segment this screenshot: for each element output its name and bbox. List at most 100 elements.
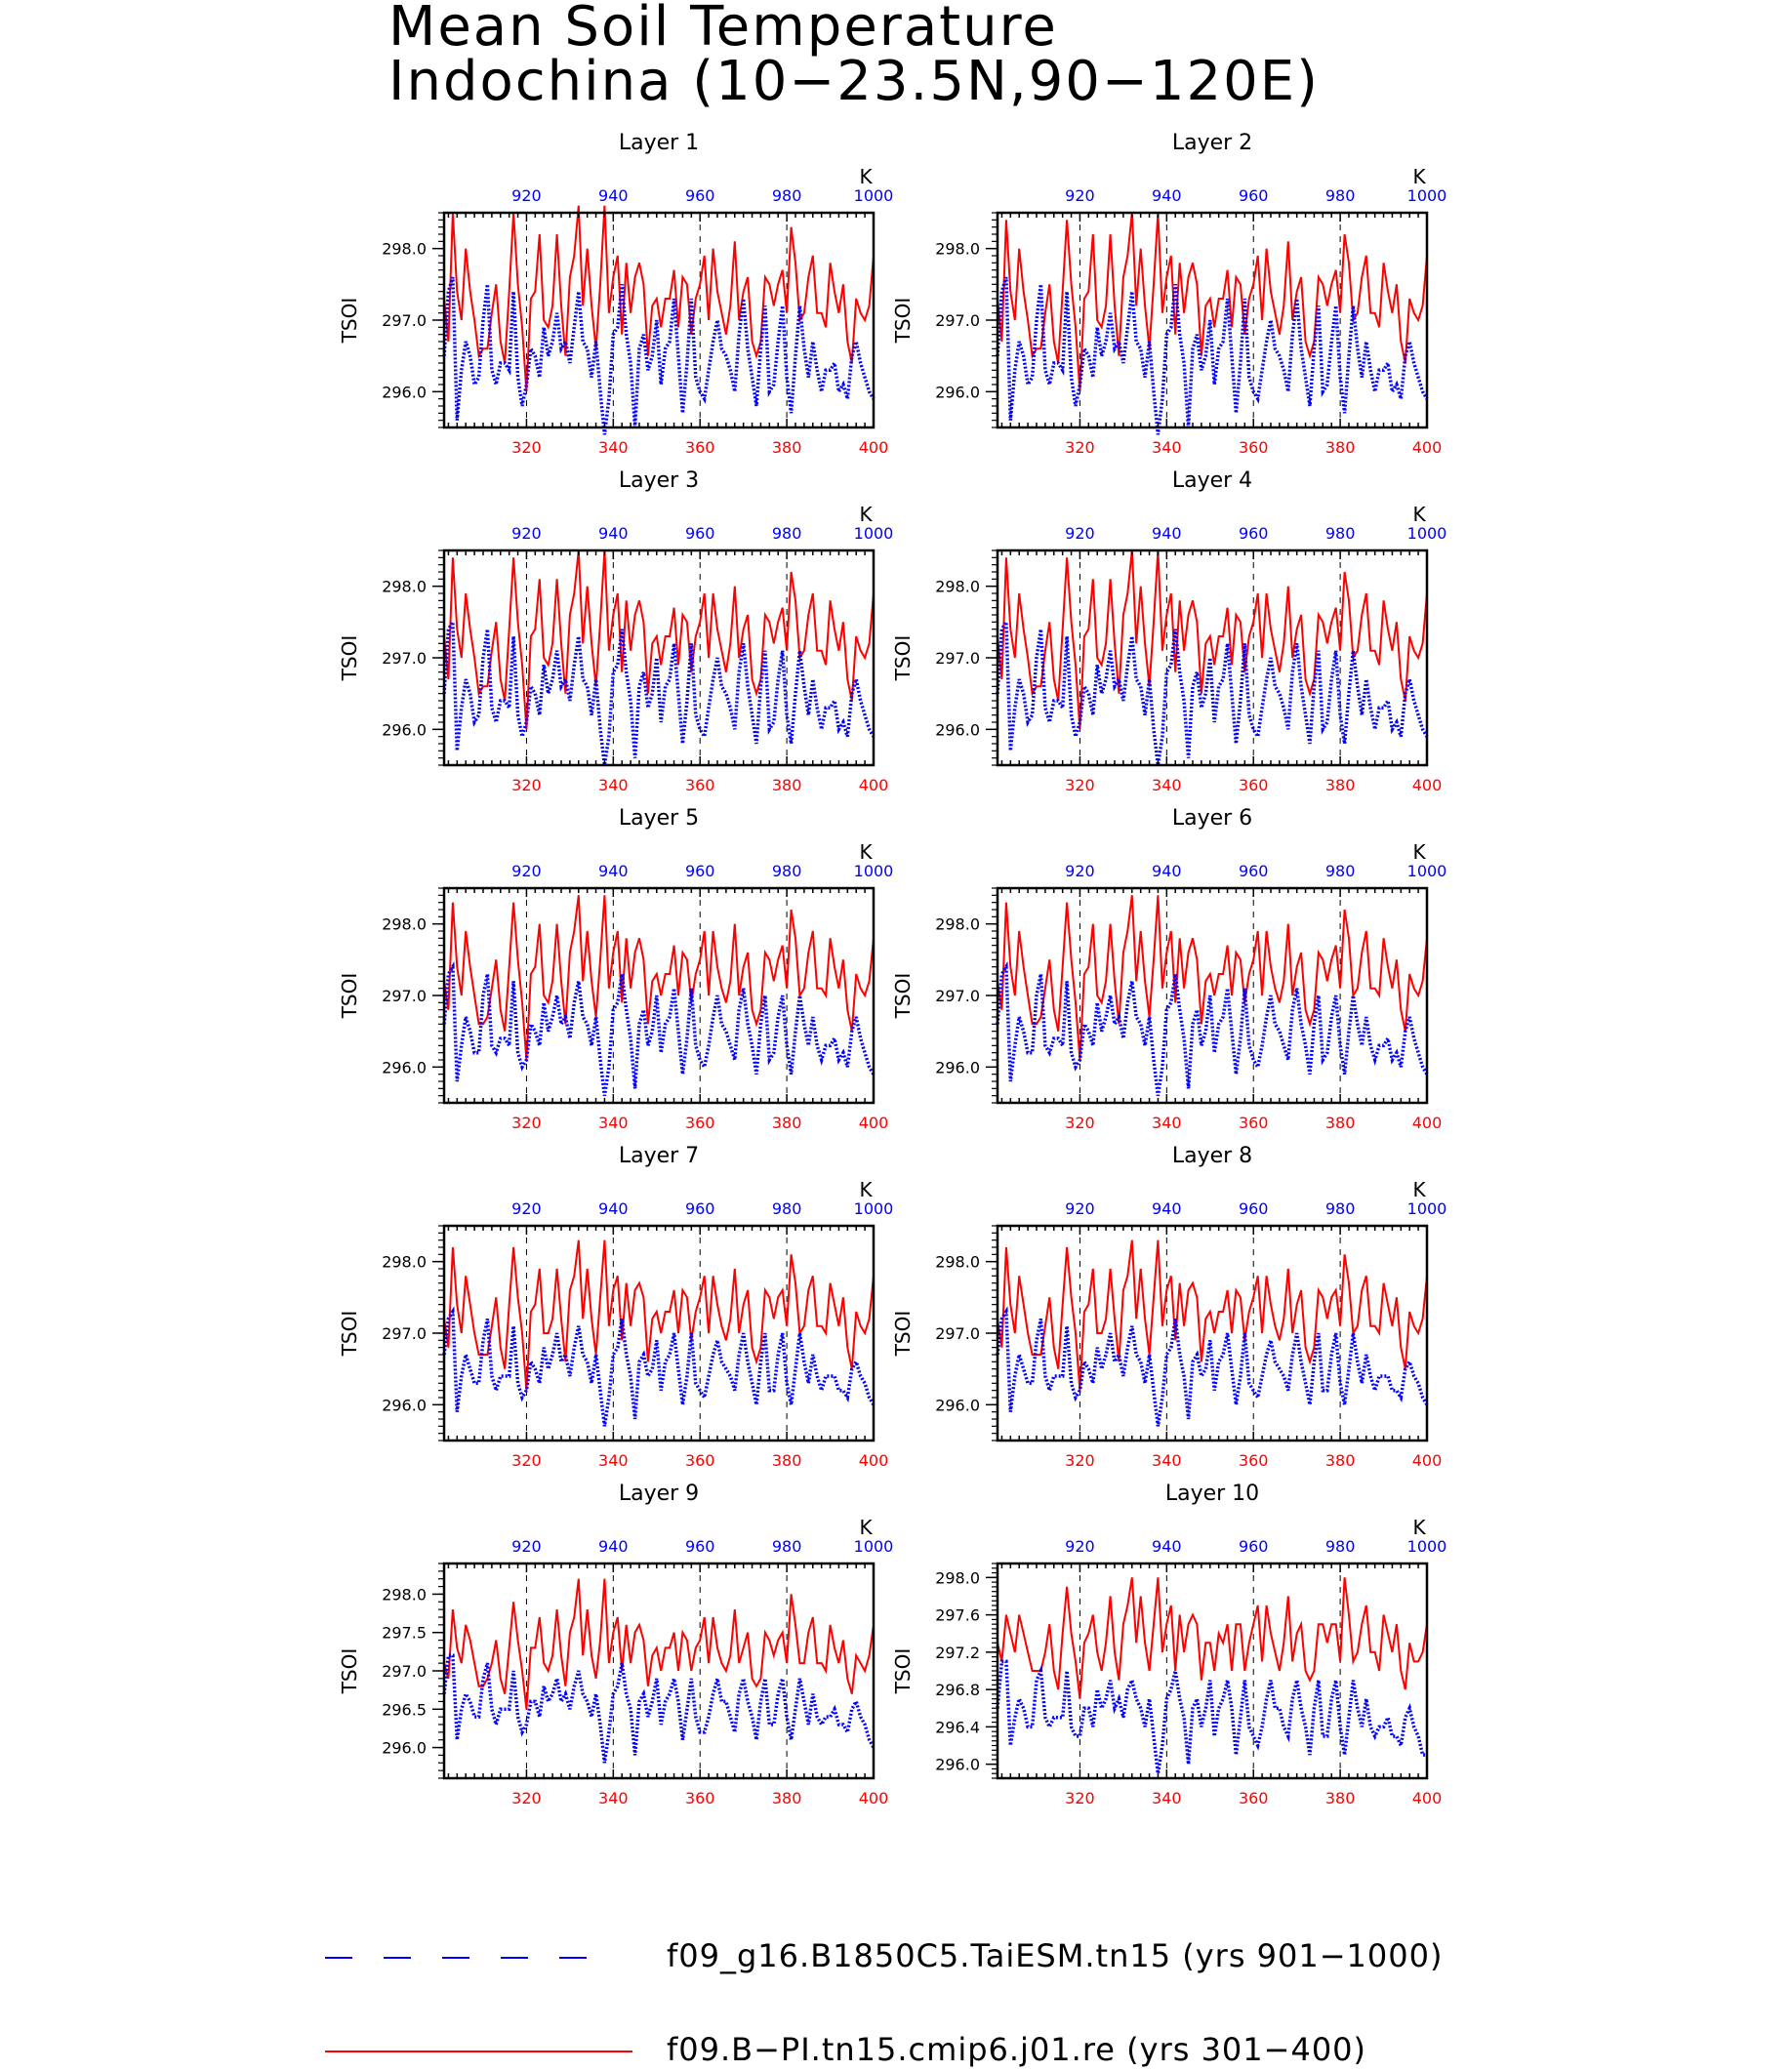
y-tick-label: 298.0 <box>935 1253 980 1272</box>
x-tick-label-top: 1000 <box>854 862 894 880</box>
x-tick-label-bottom: 340 <box>1152 438 1182 457</box>
y-tick-label: 298.0 <box>382 1585 427 1604</box>
x-tick-label-bottom: 320 <box>1065 776 1095 794</box>
x-tick-label-bottom: 320 <box>1065 1114 1095 1132</box>
x-tick-label-top: 920 <box>1065 1199 1095 1218</box>
y-axis-label: TSOI <box>891 1311 915 1358</box>
x-tick-label-bottom: 400 <box>1412 1789 1443 1807</box>
x-tick-label-bottom: 380 <box>772 1114 802 1132</box>
x-tick-label-top: 960 <box>685 1199 715 1218</box>
panel-10: Layer 10 320 340 360 380 400 920 940 960 980 1000K… <box>891 1482 1446 1807</box>
x-tick-label-bottom: 340 <box>1152 1451 1182 1470</box>
x-tick-label-bottom: 400 <box>859 438 889 457</box>
x-tick-label-top: 1000 <box>1407 1537 1447 1556</box>
y-tick-label: 297.6 <box>935 1606 980 1625</box>
x-tick-label-top: 920 <box>511 186 542 205</box>
x-tick-label-bottom: 360 <box>685 438 715 457</box>
x-tick-label-top: 1000 <box>854 1199 894 1218</box>
x-tick-label-top: 960 <box>1239 862 1269 880</box>
top-axis-unit: K <box>1412 840 1426 864</box>
series-red-line <box>997 1577 1428 1699</box>
x-tick-label-top: 940 <box>598 1199 629 1218</box>
y-tick-label: 296.0 <box>382 1739 427 1758</box>
x-tick-label-top: 920 <box>511 524 542 543</box>
x-tick-label-bottom: 380 <box>1325 1451 1356 1470</box>
y-tick-label: 296.0 <box>935 1396 980 1414</box>
series-blue-line <box>442 616 876 766</box>
title-line-1: Mean Soil Temperature <box>388 0 1058 59</box>
x-tick-label-bottom: 360 <box>685 1114 715 1132</box>
y-tick-label: 296.8 <box>935 1681 980 1699</box>
panel-title: Layer 7 <box>619 1144 699 1168</box>
x-tick-label-top: 1000 <box>1407 186 1447 205</box>
x-tick-label-bottom: 360 <box>1239 438 1269 457</box>
series-blue-line <box>996 276 1429 435</box>
x-tick-label-bottom: 360 <box>685 1789 715 1807</box>
y-tick-label: 298.0 <box>935 1568 980 1587</box>
plot-frame <box>996 548 1429 767</box>
series-blue-line <box>996 1306 1429 1427</box>
panel-title: Layer 5 <box>619 806 699 831</box>
panel-title: Layer 10 <box>1165 1482 1259 1506</box>
x-tick-label-top: 920 <box>1065 186 1095 205</box>
x-tick-label-bottom: 400 <box>859 776 889 794</box>
x-tick-label-top: 960 <box>1239 1199 1269 1218</box>
y-axis-label: TSOI <box>338 1311 361 1358</box>
series-blue-line <box>996 1659 1427 1774</box>
y-tick-label: 297.0 <box>935 1324 980 1343</box>
x-tick-label-top: 980 <box>772 524 802 543</box>
series-red-line <box>997 895 1428 1061</box>
series-red-line <box>443 205 875 392</box>
plot-frame <box>996 886 1429 1105</box>
x-tick-label-bottom: 320 <box>511 438 542 457</box>
panel-title: Layer 3 <box>619 468 699 493</box>
series-red-line <box>997 212 1428 392</box>
y-axis-label: TSOI <box>891 1648 915 1695</box>
x-tick-label-bottom: 380 <box>1325 776 1356 794</box>
series-red-line <box>997 549 1428 730</box>
x-tick-label-top: 980 <box>772 1537 802 1556</box>
x-tick-label-top: 980 <box>1325 524 1356 543</box>
x-tick-label-bottom: 320 <box>511 1789 542 1807</box>
y-tick-label: 298.0 <box>935 915 980 934</box>
x-tick-label-bottom: 320 <box>1065 438 1095 457</box>
x-tick-label-top: 960 <box>1239 186 1269 205</box>
y-tick-label: 297.0 <box>382 1662 427 1681</box>
y-tick-label: 298.0 <box>935 240 980 259</box>
series-red-line <box>443 1578 875 1710</box>
x-tick-label-top: 980 <box>772 1199 802 1218</box>
y-axis-label: TSOI <box>891 635 915 682</box>
x-tick-label-bottom: 380 <box>1325 1114 1356 1132</box>
y-tick-label: 296.0 <box>382 720 427 739</box>
x-tick-label-bottom: 360 <box>1239 1451 1269 1470</box>
y-axis-label: TSOI <box>338 635 361 682</box>
x-tick-label-bottom: 380 <box>772 776 802 794</box>
plot-frame <box>442 886 876 1105</box>
series-blue-line <box>996 616 1429 766</box>
y-tick-label: 296.0 <box>382 1396 427 1414</box>
x-tick-label-top: 920 <box>511 1199 542 1218</box>
x-tick-label-bottom: 400 <box>859 1789 889 1807</box>
x-tick-label-top: 960 <box>685 862 715 880</box>
y-tick-label: 297.0 <box>382 649 427 668</box>
x-tick-label-top: 960 <box>685 524 715 543</box>
x-tick-label-bottom: 360 <box>685 1451 715 1470</box>
x-tick-label-bottom: 320 <box>1065 1451 1095 1470</box>
panel-title: Layer 6 <box>1172 806 1252 831</box>
panel-title: Layer 4 <box>1172 468 1252 493</box>
x-tick-label-bottom: 340 <box>598 438 629 457</box>
x-tick-label-top: 980 <box>1325 862 1356 880</box>
x-tick-label-bottom: 320 <box>511 1451 542 1470</box>
y-tick-label: 298.0 <box>382 578 427 596</box>
x-tick-label-top: 960 <box>685 186 715 205</box>
series-blue-line <box>442 1306 876 1427</box>
x-tick-label-top: 1000 <box>1407 862 1447 880</box>
x-tick-label-bottom: 320 <box>1065 1789 1095 1807</box>
series-blue-line <box>996 960 1429 1096</box>
y-tick-label: 296.0 <box>935 383 980 401</box>
x-tick-label-top: 960 <box>685 1537 715 1556</box>
